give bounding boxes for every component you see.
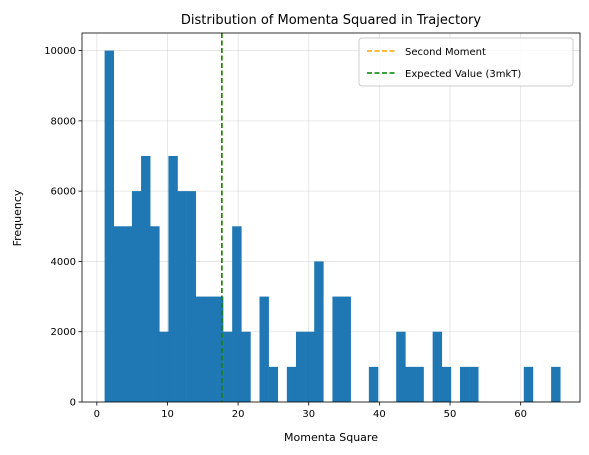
histogram-bar bbox=[131, 191, 142, 402]
histogram-bar bbox=[469, 366, 479, 402]
histogram-bar bbox=[341, 296, 351, 402]
histogram-bar bbox=[405, 366, 415, 402]
histogram-bar bbox=[459, 366, 470, 402]
y-tick-label: 4000 bbox=[51, 257, 76, 268]
histogram-bar bbox=[286, 366, 297, 402]
histogram-bar bbox=[332, 296, 342, 402]
x-tick-label: 60 bbox=[514, 409, 527, 420]
histogram-bar bbox=[523, 366, 534, 402]
y-tick-label: 0 bbox=[70, 398, 76, 409]
histogram-bar bbox=[295, 331, 306, 402]
histogram-bar bbox=[177, 191, 187, 402]
x-tick-label: 30 bbox=[302, 409, 315, 420]
legend-box bbox=[358, 37, 574, 87]
histogram-bar bbox=[305, 331, 315, 402]
histogram-bar bbox=[168, 156, 178, 402]
histogram-bar bbox=[414, 366, 424, 402]
legend-label-second-moment: Second Moment bbox=[405, 47, 486, 58]
histogram-bar bbox=[241, 331, 251, 402]
histogram-bar bbox=[213, 296, 224, 402]
legend-label-expected-value: Expected Value (3mkT) bbox=[405, 69, 521, 80]
histogram-bar bbox=[268, 366, 279, 402]
histogram-bar bbox=[223, 331, 233, 402]
histogram-bar bbox=[204, 296, 215, 402]
y-tick-label: 10000 bbox=[44, 46, 76, 57]
histogram-bar bbox=[368, 366, 379, 402]
x-tick-label: 0 bbox=[94, 409, 100, 420]
histogram-bar bbox=[122, 226, 133, 402]
histogram-bar bbox=[186, 191, 197, 402]
x-axis-ticks: 0 10 20 30 40 50 60 bbox=[94, 402, 527, 420]
histogram-bars bbox=[104, 50, 561, 402]
y-tick-label: 2000 bbox=[51, 327, 76, 338]
legend: Second Moment Expected Value (3mkT) bbox=[358, 37, 574, 87]
histogram-bar bbox=[432, 331, 443, 402]
x-axis-label: Momenta Square bbox=[284, 431, 378, 444]
histogram-bar bbox=[551, 366, 561, 402]
histogram-bar bbox=[113, 226, 124, 402]
y-tick-label: 8000 bbox=[51, 116, 76, 127]
histogram-bar bbox=[141, 156, 151, 402]
histogram-bar bbox=[232, 226, 242, 402]
x-tick-label: 40 bbox=[373, 409, 386, 420]
histogram-bar bbox=[159, 331, 169, 402]
x-tick-label: 10 bbox=[161, 409, 174, 420]
y-tick-label: 6000 bbox=[51, 187, 76, 198]
histogram-bar bbox=[150, 226, 160, 402]
histogram-bar bbox=[314, 261, 324, 402]
histogram-bar bbox=[195, 296, 206, 402]
y-axis-label: Frequency bbox=[11, 189, 24, 246]
x-tick-label: 50 bbox=[444, 409, 457, 420]
y-axis-ticks: 0 2000 4000 6000 8000 10000 bbox=[44, 46, 82, 409]
histogram-bar bbox=[259, 296, 269, 402]
histogram-bar bbox=[396, 331, 406, 402]
plot-frame bbox=[81, 32, 581, 403]
x-tick-label: 20 bbox=[232, 409, 245, 420]
chart-title: Distribution of Momenta Squared in Traje… bbox=[181, 13, 482, 28]
histogram-bar bbox=[104, 50, 115, 402]
histogram-bar bbox=[441, 366, 452, 402]
